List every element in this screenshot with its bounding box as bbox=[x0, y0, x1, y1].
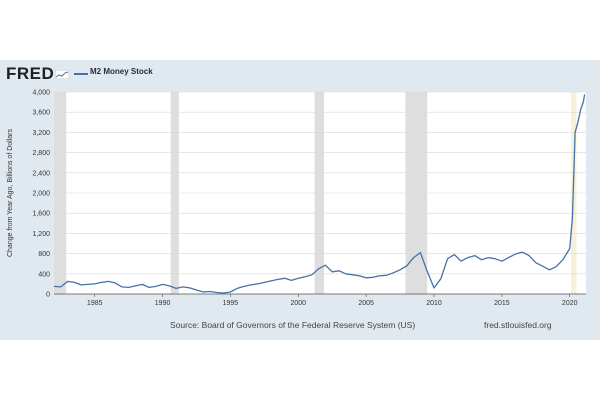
x-tick-label: 2005 bbox=[358, 300, 374, 307]
y-tick-label: 400 bbox=[38, 271, 50, 278]
x-tick-label: 2000 bbox=[290, 300, 306, 307]
x-tick-label: 2020 bbox=[562, 300, 578, 307]
y-tick-label: 1,200 bbox=[32, 231, 50, 238]
legend-series-label: M2 Money Stock bbox=[90, 67, 153, 76]
x-tick-label: 1990 bbox=[155, 300, 171, 307]
y-tick-label: 4,000 bbox=[32, 90, 50, 97]
legend-swatch bbox=[74, 73, 88, 75]
series-line-m2-money-stock bbox=[53, 94, 586, 294]
x-tick-label: 2015 bbox=[494, 300, 510, 307]
fred-logo-chart-icon bbox=[55, 70, 69, 79]
fred-logo[interactable]: FRED bbox=[6, 64, 55, 83]
x-tick-label: 1995 bbox=[223, 300, 239, 307]
y-tick-label: 3,600 bbox=[32, 110, 50, 117]
chart-svg[interactable]: 0 400 800 1,200 1,600 2,000 2,400 2,800 3,200 3,6… bbox=[0, 60, 600, 320]
site-link[interactable]: fred.stlouisfed.org bbox=[484, 320, 552, 330]
x-tick-label: 1985 bbox=[87, 300, 103, 307]
y-tick-label: 2,000 bbox=[32, 191, 50, 198]
source-note: Source: Board of Governors of the Federa… bbox=[170, 320, 416, 330]
y-tick-label: 2,800 bbox=[32, 150, 50, 157]
y-tick-label: 1,600 bbox=[32, 211, 50, 218]
y-axis-label: Change from Year Ago, Billions of Dollar… bbox=[7, 128, 14, 257]
y-tick-label: 0 bbox=[46, 292, 50, 299]
y-tick-label: 2,400 bbox=[32, 170, 50, 177]
y-tick-label: 3,200 bbox=[32, 130, 50, 137]
x-tick-label: 2010 bbox=[426, 300, 442, 307]
y-tick-label: 800 bbox=[38, 251, 50, 258]
